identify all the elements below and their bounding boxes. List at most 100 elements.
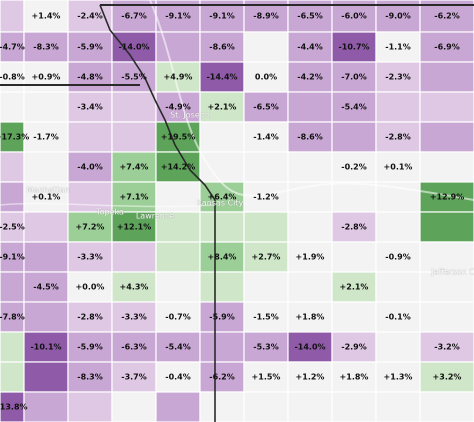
county-cell: [331, 361, 377, 393]
county-cell: [67, 121, 113, 153]
county-cell: [419, 331, 474, 363]
county-cell: [23, 91, 69, 123]
county-cell: [0, 31, 25, 63]
county-cell: [199, 181, 245, 213]
county-cell: [287, 361, 333, 393]
county-cell: [199, 271, 245, 303]
county-cell: [0, 151, 25, 183]
county-cell: [0, 241, 25, 273]
county-cell: [155, 331, 201, 363]
county-cell: [23, 391, 69, 422]
county-cell: [67, 151, 113, 183]
county-cell: [287, 271, 333, 303]
county-cell: [243, 301, 289, 333]
missouri-river: [149, 0, 474, 201]
county-cell: [111, 91, 157, 123]
county-cell: [419, 61, 474, 93]
county-cell: [375, 91, 421, 123]
county-cell: [199, 31, 245, 63]
county-cell: [199, 211, 245, 243]
county-cell: [111, 361, 157, 393]
county-cell: [419, 361, 474, 393]
county-cell: [331, 301, 377, 333]
state-boundaries: [0, 4, 474, 422]
county-cell: [243, 331, 289, 363]
county-cell: [287, 301, 333, 333]
county-cell: [419, 31, 474, 63]
county-cell: [331, 121, 377, 153]
county-cell: [243, 361, 289, 393]
county-cell: [199, 121, 245, 153]
county-cell: [331, 181, 377, 213]
county-cell: [287, 31, 333, 63]
county-cell: [67, 361, 113, 393]
county-cell: [0, 391, 25, 422]
county-cell: [111, 121, 157, 153]
county-cell: [111, 151, 157, 183]
county-cell: [111, 301, 157, 333]
county-cell: [419, 391, 474, 422]
county-cell: [23, 61, 69, 93]
county-cell: [243, 151, 289, 183]
county-cell: [155, 361, 201, 393]
county-cell: [243, 271, 289, 303]
county-cell: [243, 61, 289, 93]
county-cell: [199, 301, 245, 333]
county-cell: [199, 361, 245, 393]
county-cell: [67, 211, 113, 243]
county-cell: [0, 181, 25, 213]
county-cell: [243, 211, 289, 243]
county-cell: [199, 151, 245, 183]
county-cell: [155, 241, 201, 273]
county-cell: [67, 331, 113, 363]
county-cell: [375, 241, 421, 273]
county-cell: [155, 151, 201, 183]
county-cell: [331, 31, 377, 63]
county-cell: [23, 271, 69, 303]
county-cell: [155, 301, 201, 333]
county-cell: [23, 211, 69, 243]
county-cell: [419, 91, 474, 123]
county-cell: [419, 151, 474, 183]
county-cell: [331, 61, 377, 93]
county-cell: [287, 121, 333, 153]
state-line-kansas-missouri: [99, 4, 216, 422]
county-cell: [375, 271, 421, 303]
county-cell: [331, 241, 377, 273]
county-cell: [331, 271, 377, 303]
county-cell: [23, 241, 69, 273]
county-cell: [331, 151, 377, 183]
county-cell: [199, 241, 245, 273]
county-cell: [419, 121, 474, 153]
county-cell: [287, 391, 333, 422]
county-cell: [23, 121, 69, 153]
county-cell: [419, 181, 474, 213]
county-cell: [375, 331, 421, 363]
county-cell: [0, 61, 25, 93]
county-cell: [67, 391, 113, 422]
county-cell: [23, 361, 69, 393]
county-cell: [0, 0, 25, 33]
county-cell: [23, 301, 69, 333]
county-cell: [23, 0, 69, 33]
county-cell: [243, 181, 289, 213]
county-cell: [375, 121, 421, 153]
city-label-kansas-city: Kansas City: [196, 198, 244, 208]
county-cell: [199, 61, 245, 93]
county-cell: [23, 331, 69, 363]
county-cell: [287, 61, 333, 93]
county-cell: [111, 31, 157, 63]
county-cell: [67, 241, 113, 273]
city-label-topeka: Topeka: [96, 207, 124, 217]
county-cell: [375, 61, 421, 93]
city-label-jefferson-city: Jefferson City: [431, 267, 474, 277]
county-cell: [0, 211, 25, 243]
county-cell: [0, 271, 25, 303]
county-cell: [243, 31, 289, 63]
city-label-manhattan: Manhattan: [26, 185, 70, 195]
county-cell: [111, 241, 157, 273]
county-cell: [331, 331, 377, 363]
kansas-river: [0, 202, 216, 208]
county-cell: [23, 31, 69, 63]
